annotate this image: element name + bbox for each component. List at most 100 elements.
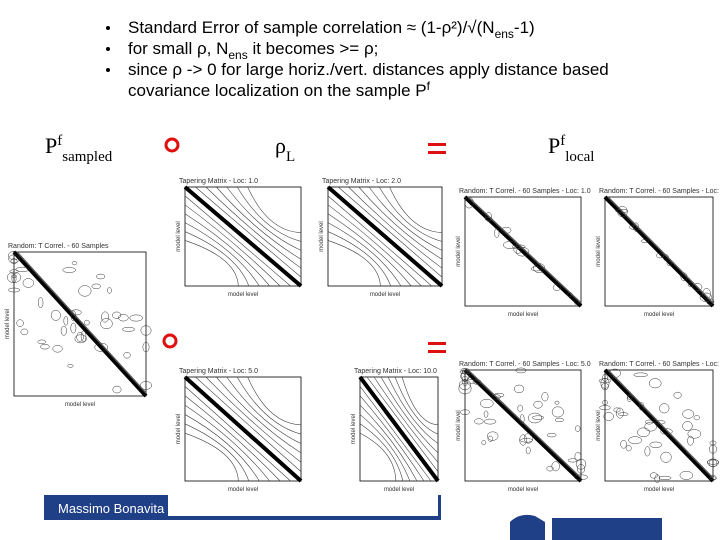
bullet-dot: [106, 68, 110, 72]
contour: [8, 287, 21, 293]
x-axis-label: model level: [65, 402, 95, 408]
contour: [184, 213, 270, 287]
contour: [20, 328, 29, 336]
contour: [359, 386, 432, 482]
contour: [226, 186, 302, 251]
panel-title: Random: T Correl. - 60 Samples - Loc: 10…: [599, 361, 720, 368]
contour: [598, 378, 612, 384]
contour: [660, 451, 672, 463]
diagonal-band: [607, 369, 714, 479]
contour: [107, 287, 112, 294]
contour: [140, 325, 152, 336]
contour: [226, 376, 302, 444]
contour: [525, 446, 531, 455]
contour: [71, 261, 78, 266]
contour: [359, 432, 397, 482]
logo: [510, 514, 545, 540]
contour: [462, 376, 468, 383]
contour: [658, 475, 672, 480]
contour: [359, 395, 425, 482]
bullet-text: since ρ -> 0 for large horiz./vert. dist…: [128, 60, 609, 79]
contour: [706, 298, 715, 305]
contour: [236, 186, 302, 242]
y-axis-label: model level: [319, 221, 325, 251]
y-axis-label: model level: [176, 414, 182, 444]
contour: [380, 376, 439, 454]
equals-bar: [428, 342, 446, 345]
contour: [523, 433, 533, 444]
diagonal: [603, 195, 715, 308]
contour: [205, 376, 302, 463]
text-run: covariance localization on the sample: [128, 81, 415, 100]
contour: [474, 418, 484, 425]
operators: [162, 137, 446, 353]
y-axis-label: model level: [596, 410, 602, 440]
plot-panel: Tapering Matrix - Loc: 5.0 model level mod…: [176, 368, 303, 493]
contour: [546, 465, 554, 472]
plot-panel: Tapering Matrix - Loc: 1.0 model level mod…: [176, 178, 303, 298]
contour: [637, 427, 650, 438]
x-axis-label: model level: [228, 292, 258, 298]
contour: [649, 472, 658, 479]
contour: [517, 404, 523, 412]
contour: [459, 379, 471, 391]
x-axis-label: model level: [508, 487, 538, 493]
y-axis-label: model level: [176, 221, 182, 251]
contour: [327, 195, 432, 287]
contour: [613, 407, 621, 413]
contour: [485, 212, 492, 222]
contour: [327, 231, 391, 287]
diagonal-band: [607, 196, 714, 304]
contour: [387, 376, 439, 444]
contour: [645, 419, 654, 425]
y-axis-label: model level: [351, 414, 357, 444]
schur-operator: [164, 137, 180, 153]
panel-title: Random: T Correl. - 60 Samples - Loc: 1.…: [459, 188, 591, 195]
contour: [531, 415, 545, 420]
text-run: P: [548, 133, 560, 158]
panel-title: Random: T Correl. - 60 Samples - Loc: 2.…: [599, 188, 720, 195]
contour: [600, 377, 610, 389]
plot-panel: Tapering Matrix - Loc: 2.0 model level mod…: [319, 178, 444, 298]
contour: [359, 423, 404, 482]
footer-inset: [168, 495, 438, 516]
superscript: f: [560, 133, 565, 149]
contour: [11, 274, 17, 283]
diagonal-band: [467, 369, 582, 479]
contour: [617, 205, 628, 218]
contour: [216, 376, 302, 454]
text-run: for small ρ, N: [128, 39, 228, 58]
contour: [546, 432, 557, 438]
contour: [699, 292, 713, 302]
diagonal: [183, 185, 303, 288]
contour: [184, 386, 291, 482]
contour: [78, 285, 92, 297]
contour: [520, 438, 533, 443]
contour: [22, 278, 35, 288]
contour: [8, 254, 20, 264]
contour: [462, 368, 468, 375]
bullet-text: for small ρ, Nens it becomes >= ρ;: [128, 39, 378, 62]
contour: [602, 400, 608, 405]
contour: [515, 367, 527, 374]
contour: [599, 405, 611, 411]
contour: [554, 400, 560, 405]
panel-title: Tapering Matrix - Loc: 5.0: [179, 368, 258, 375]
contour: [640, 239, 650, 244]
contour: [112, 311, 122, 319]
contour: [327, 222, 402, 287]
contour: [366, 376, 439, 472]
diagonal: [358, 375, 440, 483]
contour: [359, 404, 418, 482]
x-axis-label: model level: [644, 312, 674, 318]
contour: [480, 398, 494, 408]
contour: [205, 186, 302, 269]
panel-title: Random: T Correl. - 60 Samples - Loc: 5.…: [459, 361, 591, 368]
contour: [184, 432, 239, 482]
contour: [16, 319, 24, 327]
contour: [327, 213, 412, 287]
plot-panel: Random: T Correl. - 60 Samples - Loc: 10…: [596, 361, 720, 493]
diagonal-band: [16, 251, 147, 394]
contour: [627, 395, 633, 400]
contour: [373, 376, 439, 463]
